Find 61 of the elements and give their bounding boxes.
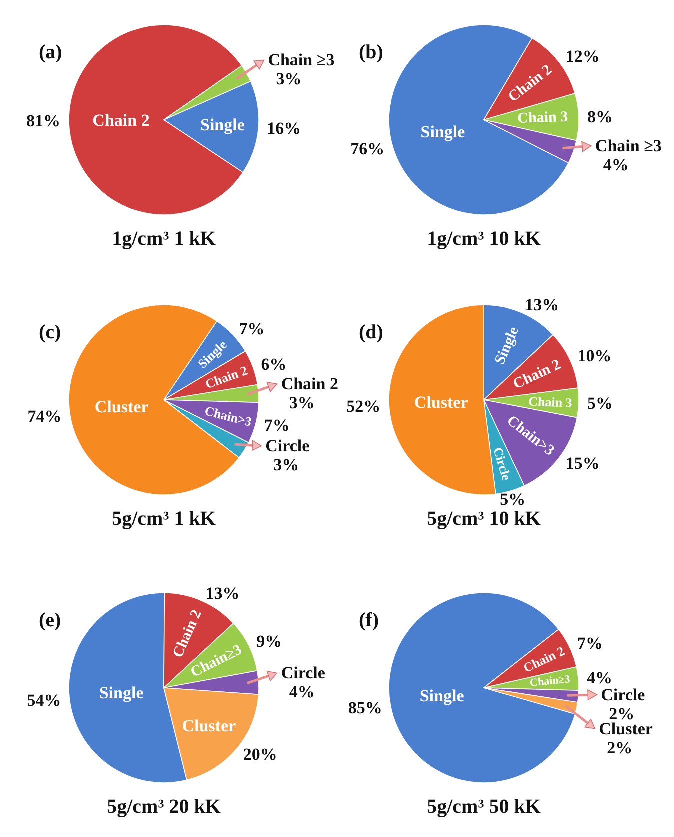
data-label: 7% <box>239 319 265 338</box>
text: 5g/cm³ 1 kK <box>112 508 216 530</box>
data-label: 20% <box>243 745 278 764</box>
data-label: 7% <box>264 416 290 435</box>
data-label: 9% <box>256 632 282 652</box>
data-label: 76% <box>350 139 385 158</box>
slice-label: Cluster <box>182 716 236 736</box>
text: (c) <box>39 321 62 344</box>
slice-label: Chain>3 <box>203 403 254 430</box>
data-label: 4% <box>289 682 315 702</box>
slice-label: Circle <box>490 446 515 482</box>
slice-label: Chain 3 <box>528 394 574 410</box>
text: 1g/cm³ 1 kK <box>112 228 216 250</box>
slice-label: Chain 2 <box>521 643 568 676</box>
data-label: 4% <box>603 156 629 175</box>
slice-label: Chain ≥3 <box>595 136 662 156</box>
slice-label: Cluster <box>414 393 469 412</box>
text: (d) <box>359 321 384 344</box>
slice-label: Chain 2 <box>92 110 150 130</box>
text: (e) <box>39 609 62 632</box>
data-label: 52% <box>346 397 381 416</box>
data-label: 8% <box>588 107 613 126</box>
data-label: 15% <box>566 454 600 473</box>
slice-label: Chain ≥3 <box>268 50 335 70</box>
slice-label: Circle <box>266 436 310 456</box>
slice-label: Chain≥3 <box>530 674 572 690</box>
data-label: 3% <box>289 394 315 413</box>
slice-label: Circle <box>281 664 326 683</box>
data-label: 74% <box>28 407 62 426</box>
text: 5g/cm³ 20 kK <box>107 796 222 818</box>
slice-label: Single <box>200 115 246 134</box>
data-label: 81% <box>26 112 60 131</box>
data-label: 13% <box>525 295 560 314</box>
slice-label: Single <box>99 684 144 703</box>
slice-label: Circle <box>601 685 646 704</box>
data-label: 54% <box>27 690 62 710</box>
data-label: 12% <box>566 47 600 66</box>
data-label: 4% <box>587 668 613 688</box>
data-label: 3% <box>276 70 302 89</box>
data-label: 3% <box>274 456 300 475</box>
slice-label: Single <box>420 686 465 706</box>
slice-label: Cluster <box>94 397 150 416</box>
text: (f) <box>359 609 379 632</box>
slice-label: Single <box>420 122 466 142</box>
data-label: 16% <box>267 119 302 138</box>
slice-label: Chain 3 <box>517 109 568 127</box>
slice-label: Chain 2 <box>281 374 338 394</box>
data-label: 10% <box>578 346 612 366</box>
text: 1g/cm³ 10 kK <box>427 228 542 250</box>
text: 5g/cm³ 10 kK <box>427 508 542 530</box>
text: (b) <box>359 41 384 64</box>
data-label: 85% <box>348 698 382 718</box>
data-label: 6% <box>261 355 287 374</box>
text: 5g/cm³ 50 kK <box>427 796 542 818</box>
text: (a) <box>39 41 62 64</box>
data-label: 2% <box>607 738 633 758</box>
pie-slice <box>388 592 576 784</box>
data-label: 13% <box>206 584 240 603</box>
data-label: 7% <box>578 634 604 654</box>
data-label: 5% <box>500 490 526 509</box>
data-label: 5% <box>588 394 613 413</box>
